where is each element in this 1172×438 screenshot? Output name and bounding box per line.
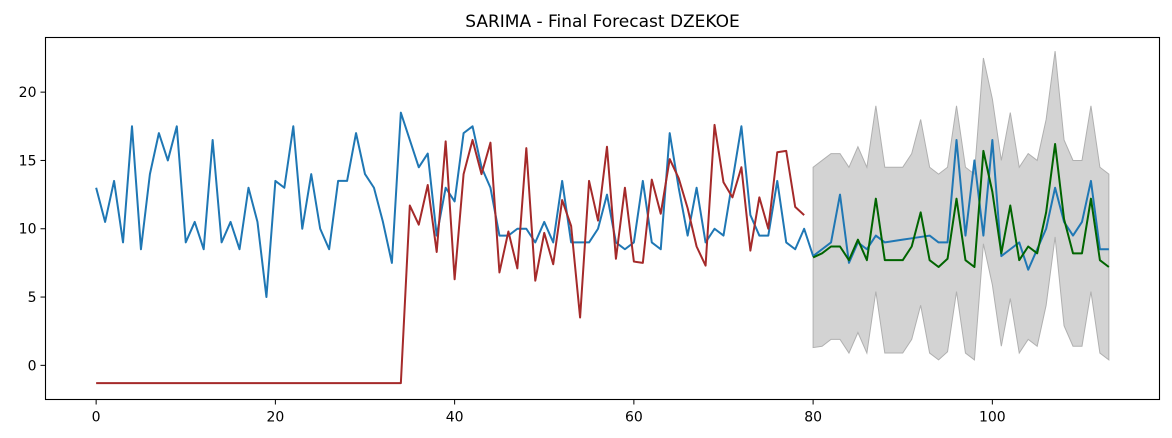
y-tick-label: 5 xyxy=(28,290,37,306)
x-tick-label: 80 xyxy=(804,410,822,426)
y-tick-label: 20 xyxy=(19,85,37,101)
y-tick-label: 15 xyxy=(19,153,37,169)
series-line-forecast xyxy=(812,143,1110,268)
confidence-band-layer xyxy=(812,51,1110,361)
plot-frame xyxy=(44,36,1161,401)
series-line-actual xyxy=(95,111,1109,299)
x-tick-label: 100 xyxy=(979,410,1006,426)
x-axis: 0 20 40 60 80 100 xyxy=(92,399,1006,426)
y-tick-label: 10 xyxy=(19,222,37,238)
x-tick-label: 60 xyxy=(625,410,643,426)
x-tick-label: 40 xyxy=(446,410,464,426)
y-axis: 0 5 10 15 20 xyxy=(19,85,46,374)
series-layer xyxy=(95,111,1110,385)
x-tick-label: 0 xyxy=(92,410,101,426)
x-tick-label: 20 xyxy=(266,410,284,426)
y-tick-label: 0 xyxy=(28,358,37,374)
confidence-band xyxy=(812,51,1110,361)
series-line-fitted xyxy=(96,123,805,385)
chart-title: SARIMA - Final Forecast DZEKOE xyxy=(465,12,740,32)
